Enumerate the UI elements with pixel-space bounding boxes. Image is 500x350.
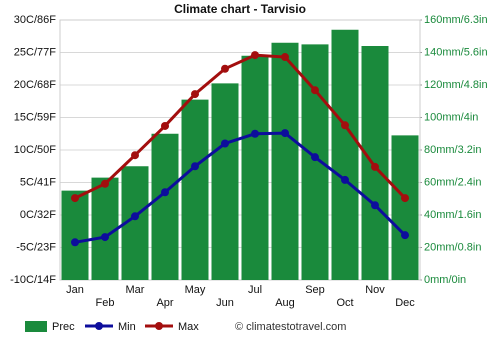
marker bbox=[401, 231, 409, 240]
y2-tick-label: 40mm/1.6in bbox=[424, 209, 481, 221]
y2-tick-label: 20mm/0.8in bbox=[424, 241, 481, 253]
x-tick-label: Sep bbox=[305, 284, 325, 296]
y-tick-label: 10C/50F bbox=[14, 144, 56, 156]
x-tick-label: Feb bbox=[96, 297, 115, 309]
marker bbox=[191, 162, 199, 171]
y-tick-label: 25C/77F bbox=[14, 46, 56, 58]
marker bbox=[371, 201, 379, 210]
bar bbox=[181, 99, 209, 280]
y-tick-label: -10C/14F bbox=[10, 274, 56, 286]
marker bbox=[221, 139, 229, 148]
legend-label: Prec bbox=[52, 321, 75, 333]
chart-title: Climate chart - Tarvisio bbox=[174, 2, 306, 16]
marker bbox=[281, 129, 289, 138]
bar bbox=[241, 55, 269, 280]
x-tick-label: Aug bbox=[275, 297, 295, 309]
marker bbox=[251, 129, 259, 138]
legend-swatch bbox=[25, 321, 47, 332]
marker bbox=[311, 86, 319, 95]
y-tick-label: 20C/68F bbox=[14, 79, 56, 91]
legend-swatch bbox=[155, 322, 163, 330]
x-tick-label: Dec bbox=[395, 297, 415, 309]
x-tick-label: Oct bbox=[336, 297, 353, 309]
marker bbox=[71, 238, 79, 247]
marker bbox=[71, 194, 79, 203]
marker bbox=[161, 121, 169, 130]
y2-tick-label: 80mm/3.2in bbox=[424, 144, 481, 156]
credit: © climatestotravel.com bbox=[235, 321, 346, 333]
y2-tick-label: 120mm/4.8in bbox=[424, 79, 488, 91]
marker bbox=[251, 51, 259, 60]
x-tick-label: Jan bbox=[66, 284, 84, 296]
bar bbox=[61, 190, 89, 280]
x-tick-label: May bbox=[185, 284, 206, 296]
x-tick-label: Mar bbox=[126, 284, 145, 296]
marker bbox=[131, 212, 139, 221]
marker bbox=[341, 121, 349, 130]
y-tick-label: -5C/23F bbox=[16, 241, 56, 253]
y2-tick-label: 100mm/4in bbox=[424, 111, 478, 123]
y2-tick-label: 0mm/0in bbox=[424, 274, 466, 286]
plot-frame bbox=[59, 19, 421, 281]
marker bbox=[221, 64, 229, 73]
line bbox=[74, 131, 407, 244]
x-tick-label: Apr bbox=[156, 297, 173, 309]
x-tick-label: Jul bbox=[248, 284, 262, 296]
x-tick-label: Jun bbox=[216, 297, 234, 309]
bar bbox=[391, 135, 419, 280]
marker bbox=[401, 194, 409, 203]
y-tick-label: 5C/41F bbox=[20, 176, 56, 188]
marker bbox=[101, 179, 109, 188]
y2-tick-label: 160mm/6.3in bbox=[424, 14, 488, 26]
marker bbox=[281, 53, 289, 62]
marker bbox=[131, 151, 139, 160]
marker bbox=[101, 233, 109, 242]
marker bbox=[161, 188, 169, 197]
bar bbox=[211, 83, 239, 280]
y-tick-label: 0C/32F bbox=[20, 209, 56, 221]
y2-tick-label: 140mm/5.6in bbox=[424, 46, 488, 58]
legend-label: Min bbox=[118, 321, 136, 333]
bar bbox=[271, 42, 299, 280]
y-tick-label: 15C/59F bbox=[14, 111, 56, 123]
marker bbox=[191, 90, 199, 99]
legend-label: Max bbox=[178, 321, 199, 333]
bar bbox=[331, 29, 359, 280]
line bbox=[74, 53, 407, 200]
marker bbox=[311, 153, 319, 162]
marker bbox=[371, 162, 379, 171]
legend-swatch bbox=[95, 322, 103, 330]
y2-tick-label: 60mm/2.4in bbox=[424, 176, 481, 188]
bar bbox=[151, 133, 179, 280]
x-tick-label: Nov bbox=[365, 284, 385, 296]
y-tick-label: 30C/86F bbox=[14, 14, 56, 26]
bar bbox=[91, 177, 119, 280]
marker bbox=[341, 175, 349, 184]
